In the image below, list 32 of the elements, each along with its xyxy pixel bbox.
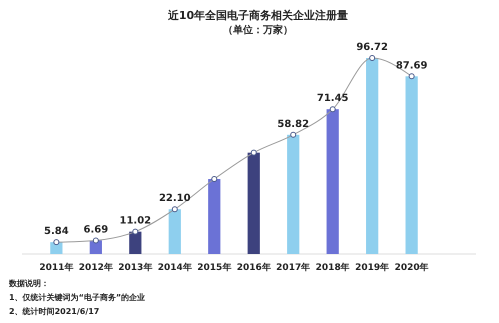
bar bbox=[168, 209, 181, 254]
data-label: 58.82 bbox=[277, 118, 310, 130]
x-tick-label: 2018年 bbox=[316, 262, 350, 273]
chart-subtitle: （单位：万家） bbox=[223, 24, 293, 36]
x-tick-label: 2019年 bbox=[355, 262, 390, 273]
data-label: 11.02 bbox=[119, 216, 152, 227]
data-label: 96.72 bbox=[356, 42, 388, 53]
bar bbox=[90, 240, 102, 254]
data-label: 22.10 bbox=[158, 193, 191, 204]
bar bbox=[326, 109, 339, 254]
x-tick-label: 2011年 bbox=[39, 262, 74, 273]
bar bbox=[366, 58, 378, 254]
chart-title: 近10年全国电子商务相关企业注册量 bbox=[166, 9, 348, 22]
data-label: 71.45 bbox=[316, 93, 349, 104]
data-label: 6.69 bbox=[83, 224, 108, 236]
data-label: 5.84 bbox=[44, 226, 69, 238]
x-tick-label: 2015年 bbox=[197, 262, 232, 273]
text: 数据说明： bbox=[8, 279, 49, 288]
x-tick-label: 2020年 bbox=[394, 262, 429, 273]
x-tick-label: 2013年 bbox=[118, 262, 152, 273]
x-tick-label: 2016年 bbox=[236, 262, 271, 273]
x-tick-label: 2012年 bbox=[78, 262, 113, 273]
bar bbox=[129, 232, 142, 254]
x-tick-label: 2014年 bbox=[158, 262, 192, 273]
bar bbox=[406, 76, 418, 254]
bar bbox=[208, 179, 220, 254]
text: 2、统计时间2021/6/17 bbox=[9, 307, 100, 316]
x-tick-label: 2017年 bbox=[276, 262, 310, 273]
data-label: 87.69 bbox=[396, 60, 428, 72]
bar bbox=[287, 134, 300, 254]
bar bbox=[248, 152, 260, 254]
text: 1、仅统计关键词为“电子商务”的企业 bbox=[9, 292, 146, 302]
